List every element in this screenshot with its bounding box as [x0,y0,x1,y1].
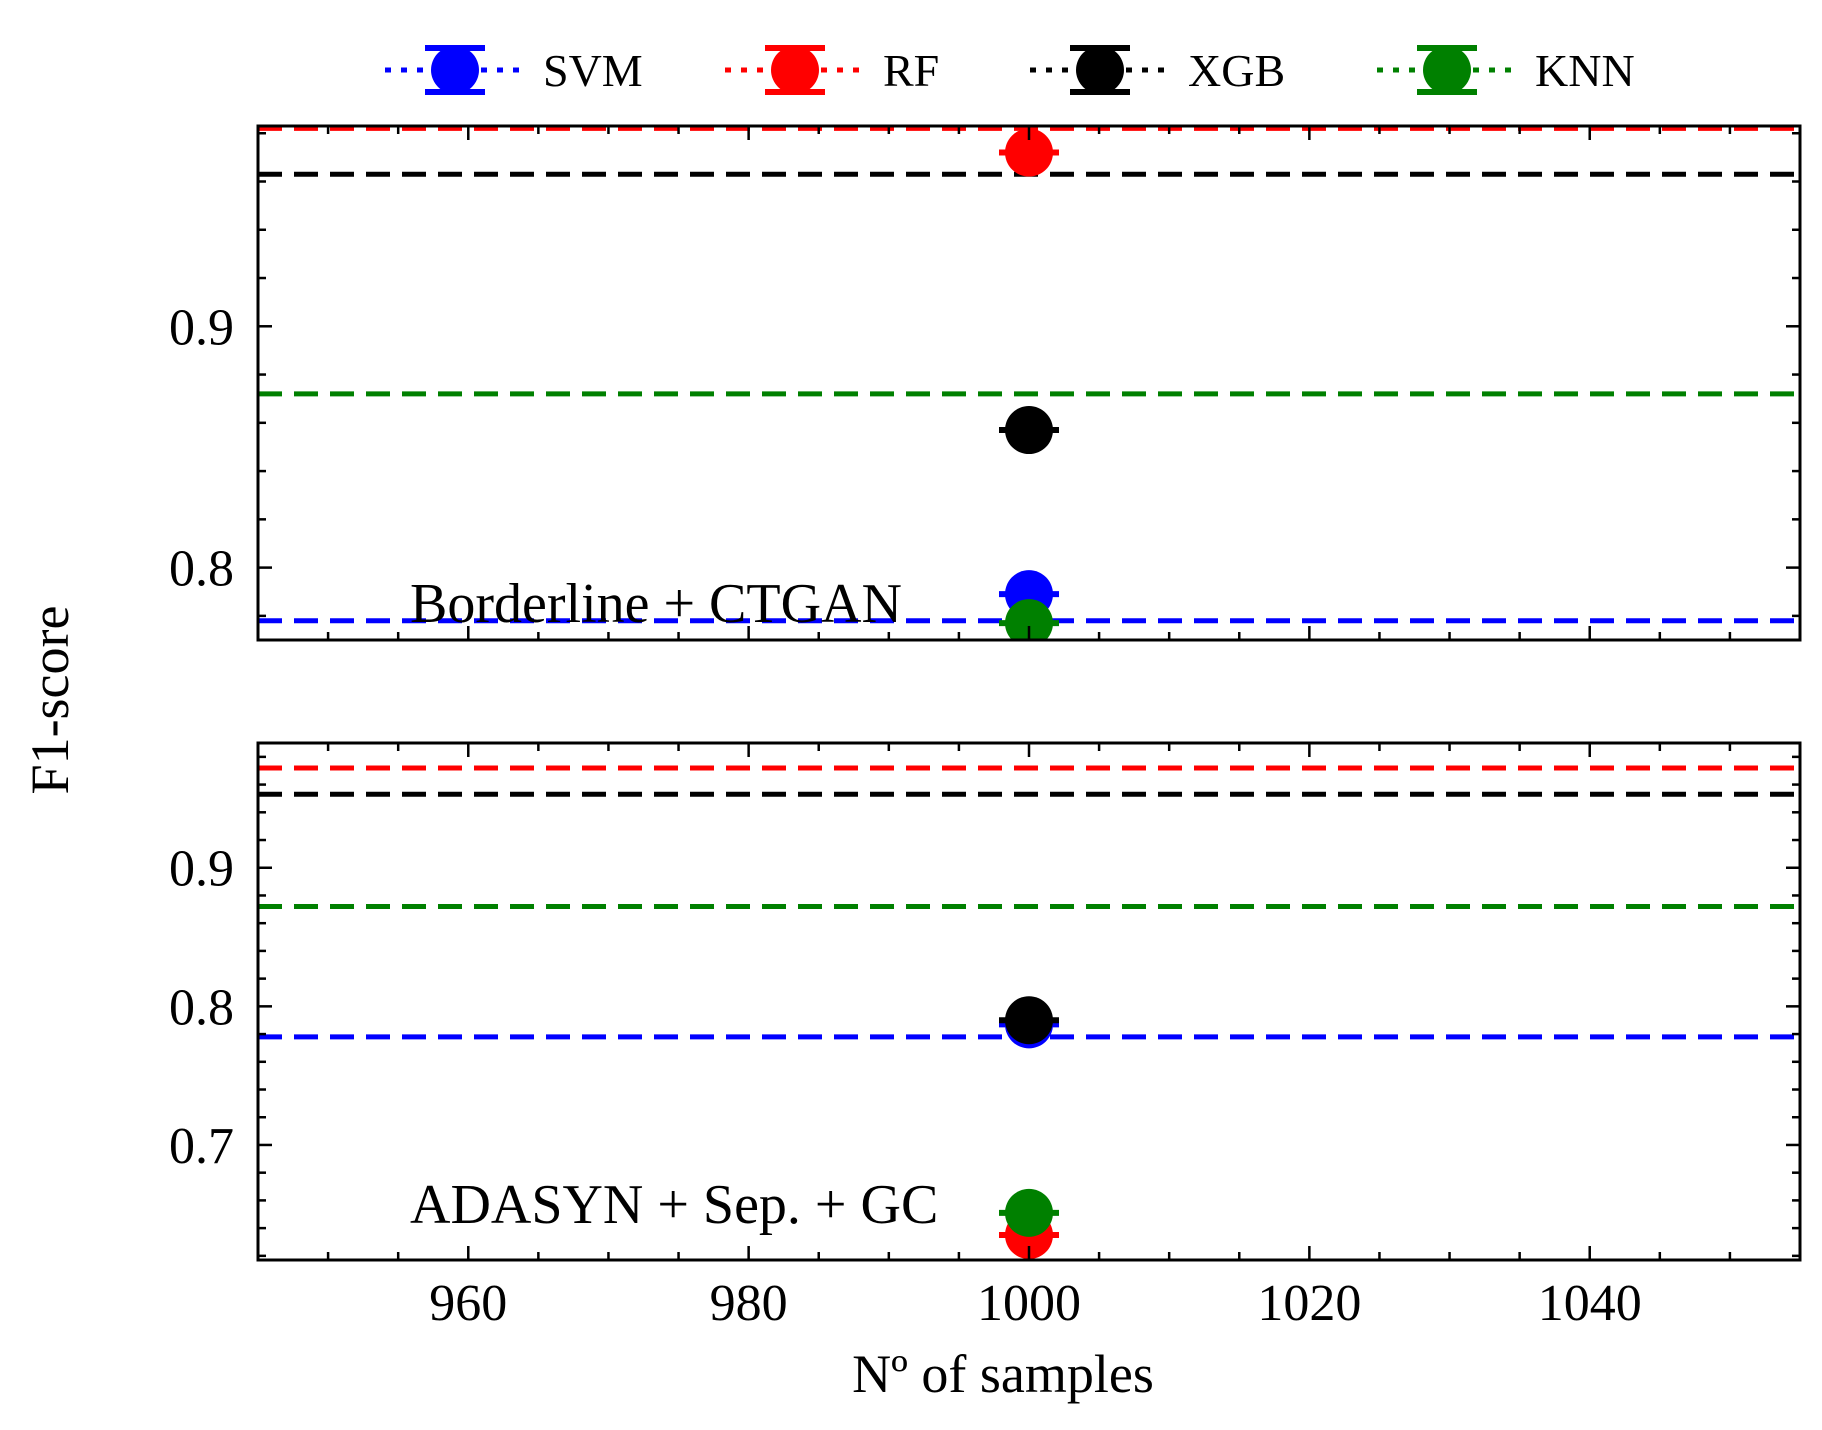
x-tick-label: 1020 [1257,1275,1361,1332]
y-tick-label: 0.9 [169,299,234,356]
legend-label-rf: RF [883,45,939,96]
legend-label-xgb: XGB [1188,45,1285,96]
y-tick-label: 0.7 [169,1118,234,1175]
plot-frame [256,124,1802,642]
y-tick-label: 0.8 [169,541,234,598]
point-xgb [1005,406,1053,455]
legend-marker-knn [1423,46,1471,94]
panel-annotation: ADASYN + Sep. + GC [410,1174,938,1236]
y-tick-label: 0.8 [169,979,234,1036]
x-tick-label: 1000 [977,1275,1081,1332]
point-xgb [1005,996,1053,1045]
x-axis-label: Nº of samples [852,1344,1154,1404]
y-tick-label: 0.9 [169,841,234,898]
panel-annotation: Borderline + CTGAN [410,573,902,635]
x-tick-label: 1040 [1538,1275,1642,1332]
point-rf [1005,128,1053,177]
point-knn [1005,599,1053,640]
legend-entry-rf: RF [725,45,939,96]
panel-top: 0.8 0.9 Borderline + CTGAN [169,124,1802,642]
legend-entry-xgb: XGB [1030,45,1285,96]
x-tick-label: 960 [429,1275,507,1332]
point-knn [1005,1188,1053,1237]
legend-marker-xgb [1076,46,1124,94]
legend-entry-knn: KNN [1377,45,1635,96]
legend-entry-svm: SVM [385,45,643,96]
legend-label-knn: KNN [1535,45,1635,96]
legend-marker-svm [431,46,479,94]
y-axis-label: F1-score [20,606,80,795]
panel-bottom: 960 980 1000 1020 1040 0.7 0.8 0.9 ADASYN + Sep.… [169,741,1802,1332]
x-tick-label: 980 [710,1275,788,1332]
legend: SVM RF XGB KNN [385,45,1635,96]
legend-label-svm: SVM [543,45,643,96]
legend-marker-rf [771,46,819,94]
